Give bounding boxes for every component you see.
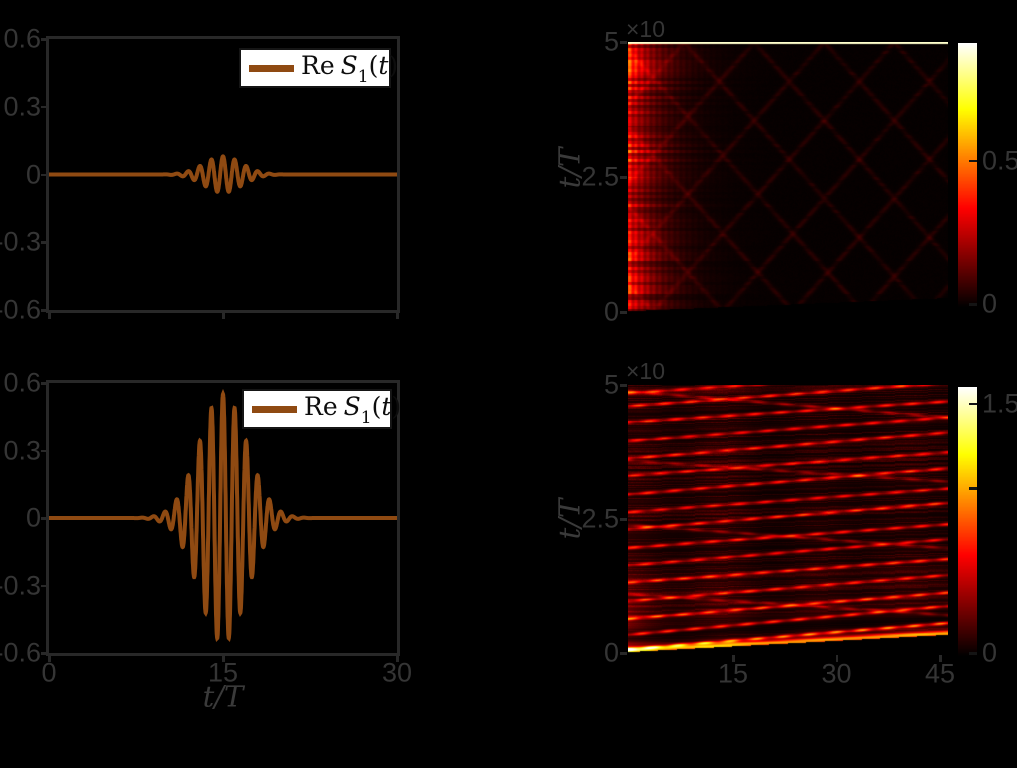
y-axis-exponent-top-right: ×10 xyxy=(626,16,666,42)
ytick-mark-bl xyxy=(41,584,48,587)
y-axis-exponent-bottom-right: ×10 xyxy=(626,358,666,384)
legend-open-paren: ( xyxy=(371,391,382,421)
xtick-mark-br xyxy=(835,655,838,662)
legend-line-sample xyxy=(252,405,297,413)
colorbar-tick-mark xyxy=(969,159,977,163)
waveform-line-top xyxy=(49,154,397,194)
ytick-label-bl: 0 xyxy=(25,502,41,533)
xtick-mark-tl xyxy=(222,312,225,319)
colorbar-tick-mark xyxy=(969,652,977,655)
colorbar-tick-mark xyxy=(969,402,977,406)
legend-prefix: Re xyxy=(301,50,335,80)
waveform-plot-bottom xyxy=(49,388,397,643)
ytick-mark-bl xyxy=(41,652,48,655)
legend-label: Re S1(t) xyxy=(301,50,399,87)
ytick-mark-tr xyxy=(620,176,627,179)
colorbar-tick-mark xyxy=(969,487,977,490)
ytick-label-tl: 0 xyxy=(25,159,41,189)
ytick-label-bl: -0.6 xyxy=(0,637,41,668)
xtick-label-br: 45 xyxy=(924,658,956,689)
ytick-mark-bl xyxy=(41,517,48,520)
legend-top-left: Re S1(t) xyxy=(239,48,398,88)
ytick-mark-br xyxy=(620,518,627,521)
heatmap-top-right xyxy=(628,42,948,312)
colorbar-tick-label: 0 xyxy=(982,288,998,319)
ytick-label-bl: -0.3 xyxy=(0,570,41,600)
axes-top-left: Re S1(t) xyxy=(46,36,400,313)
legend-close-paren: ) xyxy=(391,391,402,421)
ytick-mark-bl xyxy=(41,382,48,385)
ytick-label-bl: 0.6 xyxy=(3,367,41,398)
xtick-mark-bl xyxy=(396,655,399,662)
legend-symbol: S xyxy=(343,391,361,421)
ytick-label-tl: 0.6 xyxy=(3,23,41,54)
colorbar-top-right xyxy=(958,43,977,308)
heatmap-bottom-right xyxy=(628,385,948,653)
ytick-label-br: 5 xyxy=(603,369,619,400)
xtick-mark-bl xyxy=(48,655,51,662)
ytick-mark-tl xyxy=(41,173,48,176)
y-axis-label-top-right: t/T xyxy=(552,147,587,189)
colorbar-tick-label: 0 xyxy=(982,637,998,668)
xtick-label-br: 30 xyxy=(821,658,852,689)
xtick-mark-br xyxy=(939,655,942,662)
ytick-mark-tr xyxy=(620,41,627,44)
ytick-mark-tl xyxy=(41,105,48,109)
ytick-mark-bl xyxy=(41,449,48,452)
ytick-mark-tl xyxy=(41,309,48,312)
xtick-label-bl: 15 xyxy=(207,657,239,688)
ytick-label-br: 0 xyxy=(603,637,619,668)
legend-line-sample xyxy=(249,64,294,72)
legend-symbol: S xyxy=(340,50,358,80)
ytick-label-tl: 0.3 xyxy=(3,91,41,122)
ytick-label-br: 2.5 xyxy=(581,503,619,534)
legend-close-paren: ) xyxy=(388,50,399,80)
legend-open-paren: ( xyxy=(368,50,379,80)
legend-subscript: 1 xyxy=(357,66,369,87)
colorbar-tick-label: 0.5 xyxy=(982,145,1017,176)
waveform-line-bottom xyxy=(49,388,397,643)
axes-bottom-left: Re S1(t) xyxy=(46,380,401,656)
legend-label: Re S1(t) xyxy=(304,391,402,428)
x-axis-label-left: t/T xyxy=(202,679,244,714)
ytick-label-bl: 0.3 xyxy=(3,435,41,465)
xtick-mark-tl xyxy=(396,312,399,319)
ytick-mark-tl xyxy=(41,241,48,244)
ytick-label-tl: -0.6 xyxy=(0,294,41,325)
ytick-label-tr: 0 xyxy=(603,296,619,327)
legend-bottom-left: Re S1(t) xyxy=(242,389,401,429)
y-axis-label-bottom-right: t/T xyxy=(552,498,587,540)
ytick-mark-br xyxy=(620,384,627,387)
xtick-mark-bl xyxy=(222,655,225,662)
xtick-label-br: 15 xyxy=(717,658,749,689)
waveform-plot-top xyxy=(49,154,397,194)
colorbar-tick-label: 1.5 xyxy=(982,388,1017,419)
colorbar-bottom-right xyxy=(958,387,977,657)
legend-subscript: 1 xyxy=(360,407,372,428)
xtick-label-bl: 30 xyxy=(381,657,413,688)
ytick-mark-tr xyxy=(620,311,627,314)
ytick-mark-tl xyxy=(41,38,48,41)
legend-prefix: Re xyxy=(304,391,338,421)
legend-arg: t xyxy=(381,391,392,421)
xtick-mark-tl xyxy=(48,312,51,319)
ytick-label-tl: -0.3 xyxy=(0,226,41,257)
ytick-label-tr: 2.5 xyxy=(581,161,619,192)
colorbar-tick-mark xyxy=(969,303,977,306)
xtick-label-bl: 0 xyxy=(41,657,57,688)
legend-arg: t xyxy=(378,50,389,80)
ytick-label-tr: 5 xyxy=(603,26,619,57)
xtick-mark-br xyxy=(732,655,735,662)
ytick-mark-br xyxy=(620,652,627,655)
